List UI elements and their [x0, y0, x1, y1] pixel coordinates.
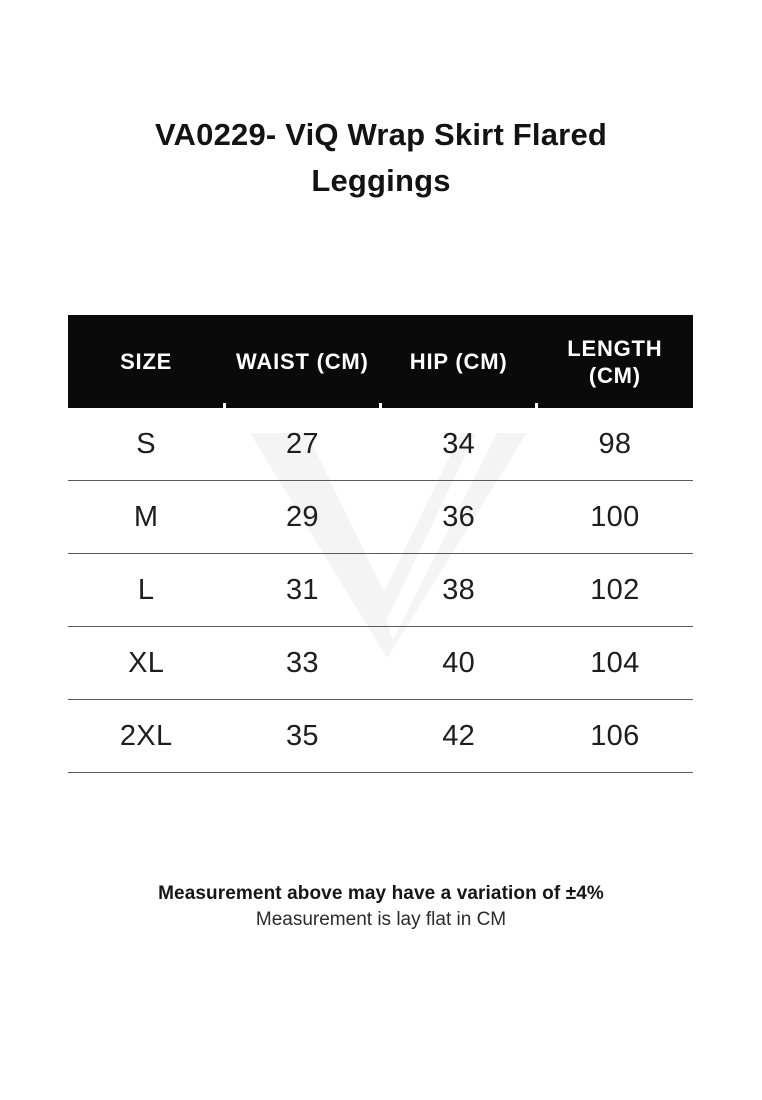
page-title: VA0229- ViQ Wrap Skirt Flared Leggings [0, 112, 762, 204]
measurement-notes: Measurement above may have a variation o… [0, 882, 762, 932]
cell-waist: 35 [285, 719, 319, 752]
header-cell-length: LENGTH (CM) [537, 315, 693, 408]
header-cell-hip-label: HIP (CM) [409, 349, 508, 374]
cell-size: XL [128, 646, 165, 679]
size-chart-table: SIZE WAIST (CM) HIP (CM) LENGTH (CM) S 2… [68, 315, 693, 773]
cell-length: 104 [590, 646, 640, 679]
cell-size: S [136, 427, 156, 460]
cell-size: 2XL [119, 719, 173, 752]
header-cell-hip: HIP (CM) [381, 315, 537, 408]
table-row-l: L 31 38 102 [68, 554, 693, 627]
cell-length: 98 [598, 427, 632, 460]
lay-flat-note: Measurement is lay flat in CM [255, 909, 507, 930]
header-cell-length-label: LENGTH [567, 335, 663, 361]
size-chart-header-row: SIZE WAIST (CM) HIP (CM) LENGTH (CM) [68, 315, 693, 408]
header-column-divider-notch [535, 403, 538, 408]
cell-length: 106 [590, 719, 640, 752]
cell-hip: 36 [442, 500, 476, 533]
table-row-xl: XL 33 40 104 [68, 627, 693, 700]
header-cell-length-label2: (CM) [588, 362, 641, 388]
viq-v-logo-watermark-icon [250, 433, 527, 658]
page-title-line2: Leggings [311, 163, 451, 198]
header-cell-waist: WAIST (CM) [224, 315, 380, 408]
cell-hip: 40 [442, 646, 476, 679]
cell-hip: 34 [442, 427, 476, 460]
cell-waist: 31 [285, 573, 319, 606]
cell-hip: 42 [442, 719, 476, 752]
cell-waist: 27 [285, 427, 319, 460]
table-row-m: M 29 36 100 [68, 481, 693, 554]
page-title-line1: VA0229- ViQ Wrap Skirt Flared [154, 117, 608, 152]
cell-size: L [137, 573, 155, 606]
cell-waist: 33 [285, 646, 319, 679]
cell-length: 102 [590, 573, 640, 606]
cell-waist: 29 [285, 500, 319, 533]
cell-length: 100 [590, 500, 640, 533]
header-cell-size-label: SIZE [120, 349, 173, 374]
cell-size: M [133, 500, 159, 533]
header-cell-waist-label: WAIST (CM) [236, 349, 369, 374]
header-column-divider-notch [223, 403, 226, 408]
table-row-s: S 27 34 98 [68, 408, 693, 481]
header-cell-size: SIZE [68, 315, 224, 408]
cell-hip: 38 [442, 573, 476, 606]
header-column-divider-notch [379, 403, 382, 408]
table-row-2xl: 2XL 35 42 106 [68, 700, 693, 773]
variation-note: Measurement above may have a variation o… [158, 883, 604, 904]
